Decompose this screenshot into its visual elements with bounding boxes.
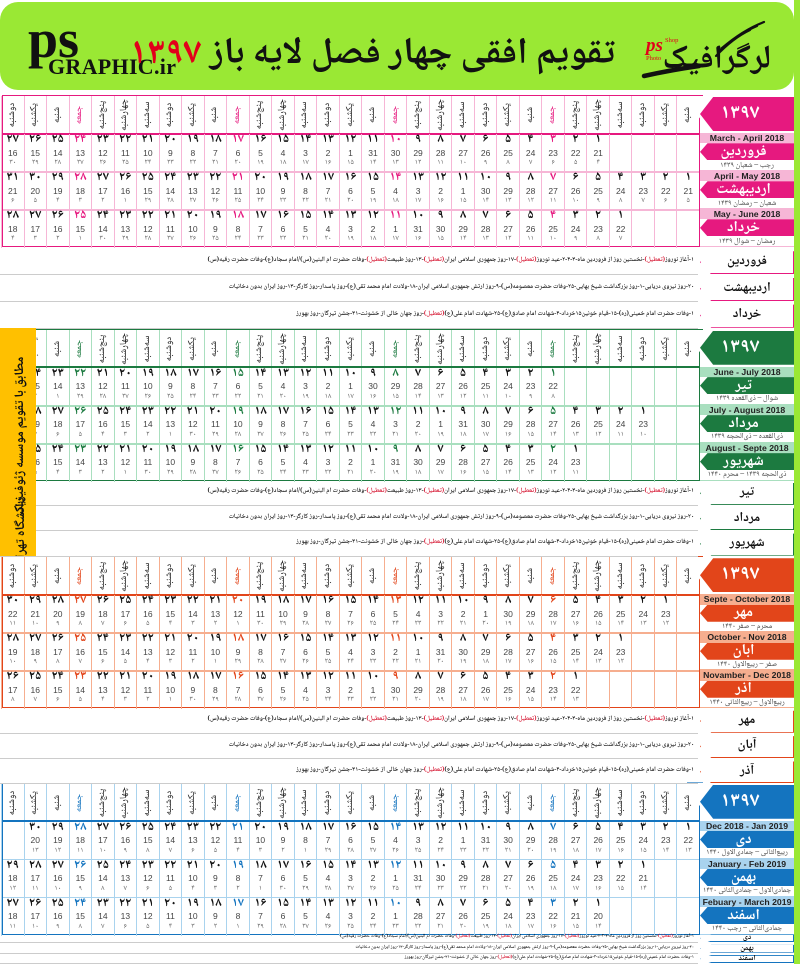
- svg-text:ps: ps: [644, 35, 663, 56]
- svg-text:Photo: Photo: [646, 55, 661, 62]
- svg-text:لرگرافیک: لرگرافیک: [662, 33, 771, 80]
- svg-text:Shop: Shop: [665, 37, 678, 44]
